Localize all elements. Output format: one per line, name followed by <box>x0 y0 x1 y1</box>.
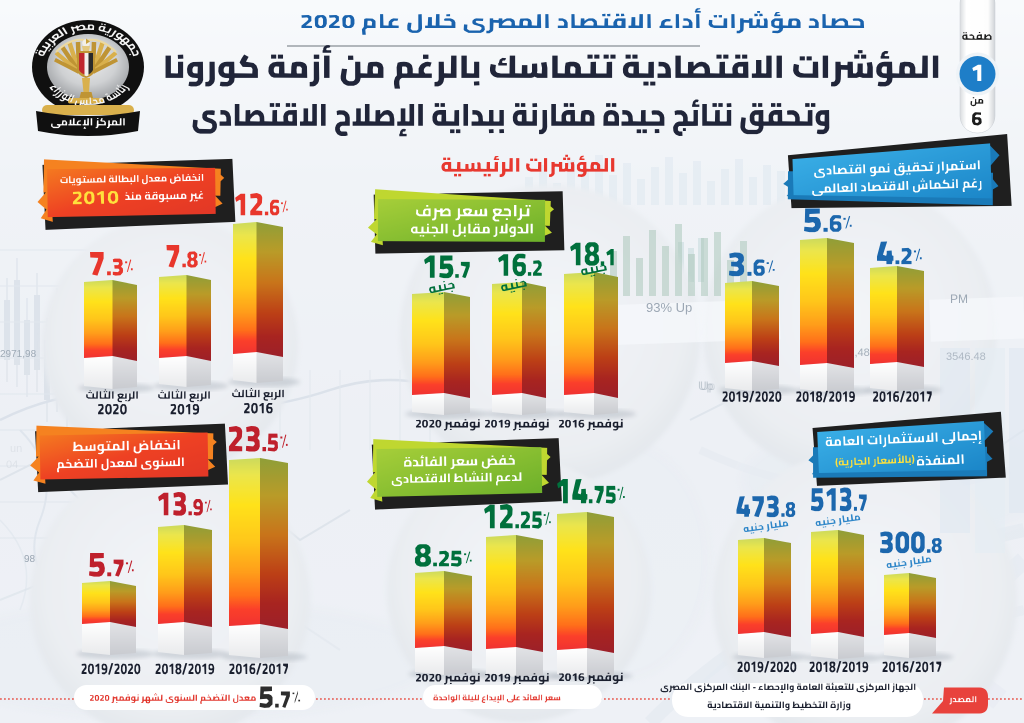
svg-text:PM: PM <box>950 292 968 306</box>
svg-text:2971,98: 2971,98 <box>0 349 37 360</box>
svg-text:Up: Up <box>698 379 714 393</box>
svg-text:98: 98 <box>24 554 36 565</box>
svg-text:04: 04 <box>6 459 18 471</box>
svg-text:98: 98 <box>24 554 36 565</box>
svg-text:93% Up: 93% Up <box>646 300 692 315</box>
svg-text:un: un <box>10 443 22 455</box>
svg-text:2971,98: 2971,98 <box>0 349 37 360</box>
svg-text:Up: Up <box>700 379 716 393</box>
svg-text:3546.48: 3546.48 <box>946 351 986 363</box>
